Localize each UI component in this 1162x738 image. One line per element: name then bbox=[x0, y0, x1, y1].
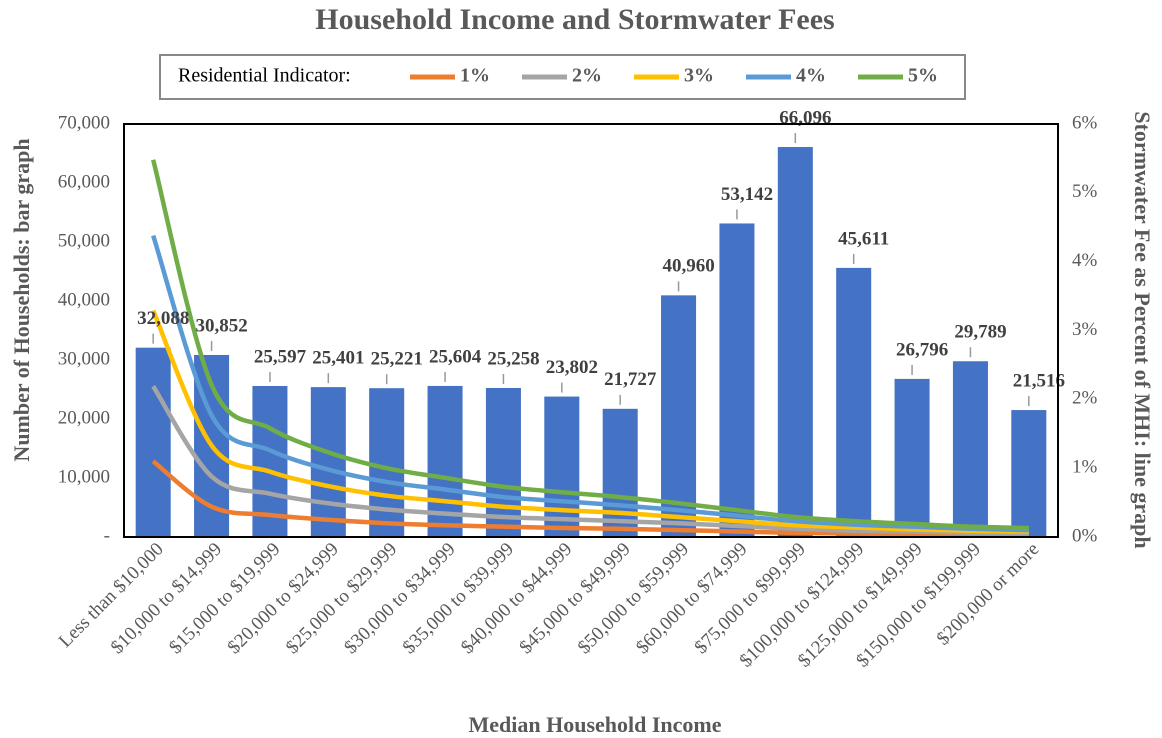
x-tick-label: $30,000 to $34,999 bbox=[340, 539, 459, 658]
y2-tick-label: 6% bbox=[1072, 112, 1098, 133]
bar bbox=[836, 267, 872, 537]
data-label: 25,258 bbox=[487, 348, 539, 369]
y2-axis-title: Stormwater Fee as Percent of MHI: line g… bbox=[1130, 111, 1155, 548]
x-tick-label: $45,000 to $49,999 bbox=[515, 539, 634, 658]
bar bbox=[485, 387, 521, 537]
bar bbox=[952, 361, 988, 537]
bar bbox=[602, 408, 638, 537]
legend-label: 1% bbox=[460, 65, 490, 87]
data-label: 21,727 bbox=[604, 369, 657, 390]
y-tick-label: 70,000 bbox=[58, 112, 110, 133]
line-series bbox=[151, 159, 1029, 531]
y2-tick-label: 2% bbox=[1072, 388, 1098, 409]
legend-label: 2% bbox=[572, 65, 602, 87]
bar bbox=[1011, 410, 1047, 537]
data-label: 45,611 bbox=[838, 228, 889, 249]
legend-title: Residential Indicator: bbox=[178, 65, 351, 87]
bar bbox=[252, 385, 288, 537]
legend-label: 5% bbox=[908, 65, 938, 87]
y-tick-label: 10,000 bbox=[58, 466, 110, 487]
data-label: 53,142 bbox=[721, 184, 773, 205]
x-tick-label: $15,000 to $19,999 bbox=[165, 539, 284, 658]
y-tick-label: 60,000 bbox=[58, 171, 110, 192]
y-tick-label: 30,000 bbox=[58, 348, 110, 369]
data-label: 25,597 bbox=[254, 346, 307, 367]
y2-tick-label: 1% bbox=[1072, 457, 1098, 478]
x-tick-label: $200,000 or more bbox=[933, 539, 1044, 650]
bar bbox=[369, 388, 405, 537]
data-label: 40,960 bbox=[662, 256, 714, 277]
x-tick-label: $20,000 to $24,999 bbox=[224, 539, 343, 658]
data-label: 29,789 bbox=[954, 322, 1006, 343]
data-label: 21,516 bbox=[1013, 370, 1065, 391]
bar bbox=[777, 147, 813, 537]
y-axis-title: Number of Households: bar graph bbox=[9, 138, 34, 461]
x-tick-label: $50,000 to $59,999 bbox=[574, 539, 693, 658]
x-tick-label: $75,000 to $99,999 bbox=[691, 539, 810, 658]
bar bbox=[719, 223, 755, 537]
line-series bbox=[151, 385, 1029, 536]
x-tick-label: $40,000 to $44,999 bbox=[457, 539, 576, 658]
y2-tick-label: 3% bbox=[1072, 319, 1098, 340]
x-tick-label: $10,000 to $14,999 bbox=[107, 539, 226, 658]
x-tick-label: Less than $10,000 bbox=[55, 539, 168, 652]
bar bbox=[894, 378, 930, 537]
y-tick-label: 20,000 bbox=[58, 407, 110, 428]
x-axis-title: Median Household Income bbox=[468, 712, 721, 737]
data-label: 32,088 bbox=[137, 308, 189, 329]
data-label: 25,604 bbox=[429, 346, 482, 367]
data-label: 26,796 bbox=[896, 339, 948, 360]
line-series bbox=[151, 309, 1029, 534]
data-label: 25,401 bbox=[312, 347, 364, 368]
y2-tick-label: 0% bbox=[1072, 525, 1098, 546]
legend-label: 4% bbox=[796, 65, 826, 87]
chart-title: Household Income and Stormwater Fees bbox=[315, 3, 834, 36]
line-series bbox=[151, 234, 1029, 533]
legend-box bbox=[159, 54, 966, 100]
y-tick-label: 40,000 bbox=[58, 289, 110, 310]
bar bbox=[135, 347, 171, 537]
x-tick-label: $60,000 to $74,999 bbox=[632, 539, 751, 658]
x-tick-label: $35,000 to $39,999 bbox=[399, 539, 518, 658]
bar bbox=[661, 295, 697, 537]
plot-frame bbox=[123, 123, 1059, 538]
data-label: 30,852 bbox=[195, 315, 247, 336]
data-label: 66,096 bbox=[779, 107, 831, 128]
line-series bbox=[151, 459, 1029, 538]
bar bbox=[310, 387, 346, 537]
y-tick-label: - bbox=[104, 525, 110, 546]
legend-label: 3% bbox=[684, 65, 714, 87]
x-tick-label: $25,000 to $29,999 bbox=[282, 539, 401, 658]
data-label: 23,802 bbox=[546, 357, 598, 378]
y2-tick-label: 4% bbox=[1072, 250, 1098, 271]
data-label: 25,221 bbox=[371, 349, 423, 370]
y2-tick-label: 5% bbox=[1072, 181, 1098, 202]
bar bbox=[544, 396, 580, 537]
y-tick-label: 50,000 bbox=[58, 230, 110, 251]
